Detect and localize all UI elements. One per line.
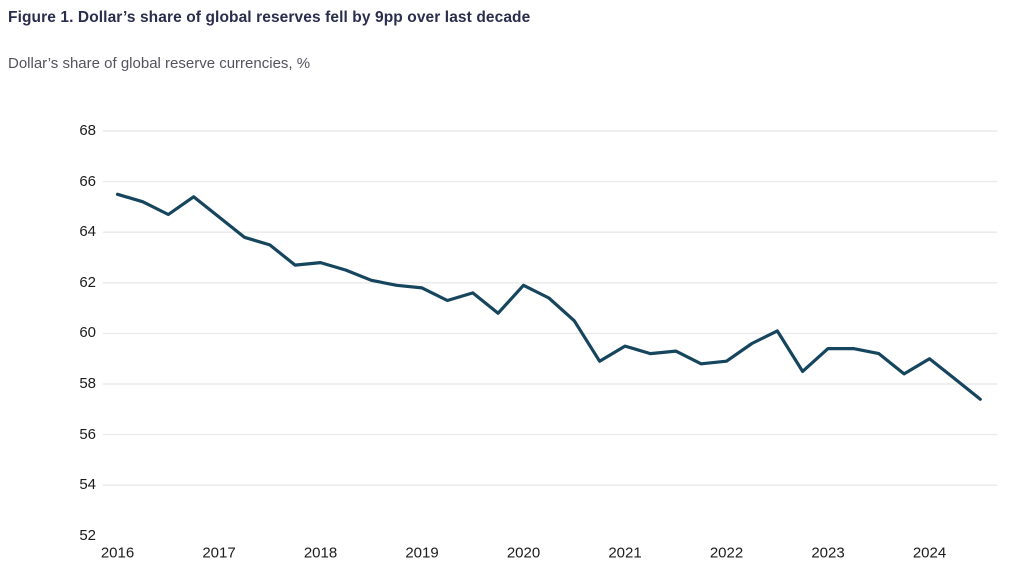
x-axis-tick-label: 2020 — [506, 544, 541, 562]
x-axis-tick-label: 2016 — [100, 544, 135, 562]
y-axis-tick-label: 68 — [79, 122, 96, 140]
y-axis-tick-label: 64 — [79, 223, 96, 241]
data-line-usd-share — [115, 192, 982, 401]
y-axis-tick-label: 56 — [79, 425, 96, 443]
x-axis-tick-label: 2018 — [303, 544, 338, 562]
x-axis-tick-label: 2024 — [912, 544, 947, 562]
y-axis-tick-label: 60 — [79, 324, 96, 342]
x-axis-tick-label: 2021 — [608, 544, 642, 562]
y-axis-tick-label: 62 — [79, 273, 96, 291]
figure-subtitle: Dollar’s share of global reserve currenc… — [8, 55, 311, 72]
x-axis-tick-label: 2023 — [811, 544, 845, 562]
y-axis-tick-label: 58 — [79, 375, 96, 393]
x-axis-tick-label: 2019 — [405, 544, 439, 562]
x-axis-tick-label: 2022 — [709, 544, 744, 562]
x-axis-tick-label: 2017 — [202, 544, 236, 562]
y-axis-tick-label: 52 — [79, 526, 96, 544]
figure-title: Figure 1. Dollar’s share of global reser… — [8, 9, 531, 26]
y-axis-tick-label: 54 — [79, 476, 96, 494]
y-axis-tick-label: 66 — [79, 172, 96, 190]
